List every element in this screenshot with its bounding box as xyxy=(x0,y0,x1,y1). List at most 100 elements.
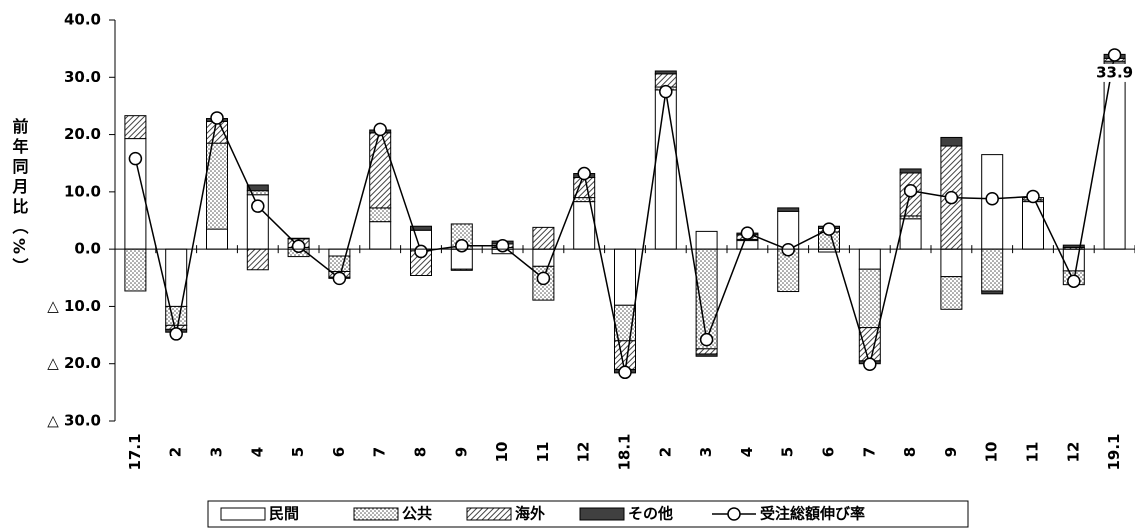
bar-segment xyxy=(654,70,677,75)
x-tick-label: 3 xyxy=(697,447,715,457)
x-tick-label: 12 xyxy=(1064,442,1082,463)
legend-swatch xyxy=(220,507,266,521)
line-point xyxy=(699,332,714,347)
bar-segment xyxy=(410,225,432,231)
bar-segment xyxy=(695,230,718,250)
line-point xyxy=(618,365,632,380)
line-point xyxy=(822,222,836,236)
bar-segment xyxy=(981,290,1004,295)
x-tick-label: 4 xyxy=(248,447,266,457)
y-tick-label: △ 20.0 xyxy=(47,354,101,372)
legend-label: 海外 xyxy=(515,505,545,523)
bar-segment xyxy=(777,207,800,212)
legend-label: 民間 xyxy=(269,505,299,523)
legend-marker xyxy=(727,507,741,521)
line-point xyxy=(536,271,551,286)
bar-segment xyxy=(573,197,596,203)
x-tick-label: 10 xyxy=(983,442,1001,463)
x-tick-label: 5 xyxy=(779,447,797,457)
line-point xyxy=(373,122,387,137)
bar-segment xyxy=(899,168,922,174)
x-tick-label: 7 xyxy=(860,447,878,457)
line-point xyxy=(659,84,673,99)
x-tick-label: 6 xyxy=(820,447,838,457)
bar-segment xyxy=(287,237,310,240)
legend-label: その他 xyxy=(628,505,673,523)
line-point xyxy=(1067,274,1081,288)
bar-segment xyxy=(124,248,147,292)
x-tick-label: 11 xyxy=(1024,442,1042,463)
line-point xyxy=(903,183,918,198)
x-tick-label: 18.1 xyxy=(616,433,634,470)
line-point xyxy=(577,166,591,181)
bar-segment xyxy=(573,177,596,199)
y-tick-label: △ 10.0 xyxy=(47,297,101,315)
legend-label: 公共 xyxy=(402,505,432,523)
bar-segment xyxy=(532,226,555,250)
line-point xyxy=(169,327,183,341)
bar-segment xyxy=(450,268,473,271)
bar-segment xyxy=(695,353,718,357)
line-point xyxy=(781,242,795,257)
bar-segment xyxy=(940,136,963,147)
y-tick-label: 20.0 xyxy=(64,125,101,143)
bar-segment xyxy=(858,248,881,270)
y-tick-label: 0.0 xyxy=(74,240,101,258)
bar-segment xyxy=(206,228,228,250)
bar-segment xyxy=(736,240,759,250)
legend-swatch xyxy=(466,507,512,521)
x-tick-label: 2 xyxy=(167,447,185,457)
line-point xyxy=(1026,189,1040,204)
x-tick-label: 12 xyxy=(575,442,593,463)
x-tick-label: 7 xyxy=(371,447,389,457)
bar-segment xyxy=(695,348,718,355)
line-point xyxy=(740,226,755,240)
line-point xyxy=(455,238,469,253)
y-tick-label: 30.0 xyxy=(64,68,101,86)
bar-segment xyxy=(1022,201,1044,250)
bar-segment xyxy=(940,276,963,310)
bar-segment xyxy=(1062,244,1085,248)
bar-segment xyxy=(165,305,188,326)
bar-segment xyxy=(246,248,269,271)
x-tick-label: 4 xyxy=(738,447,756,457)
line-point xyxy=(1107,48,1122,62)
legend-swatch xyxy=(353,507,399,521)
bar-segment xyxy=(1103,62,1126,250)
data-label-bg xyxy=(1093,63,1134,82)
bar-segment xyxy=(981,248,1004,292)
bar-segment xyxy=(369,207,392,223)
line-point xyxy=(251,199,265,213)
bar-segment xyxy=(940,248,963,278)
line-point xyxy=(944,190,959,205)
x-tick-label: 8 xyxy=(412,447,430,457)
bar-segment xyxy=(614,248,636,306)
y-axis-title: 前年同月比（%） xyxy=(10,117,30,278)
bar-segment xyxy=(328,255,351,272)
data-label: 33.9 xyxy=(1096,63,1133,81)
x-tick-label: 17.1 xyxy=(126,433,144,470)
x-tick-label: 9 xyxy=(942,447,960,457)
x-tick-label: 11 xyxy=(534,442,552,463)
y-tick-label: △ 30.0 xyxy=(47,412,101,430)
line-point xyxy=(291,239,306,254)
line-point xyxy=(863,357,877,372)
y-tick-label: 10.0 xyxy=(64,182,101,200)
x-tick-label: 8 xyxy=(901,447,919,457)
x-tick-label: 19.1 xyxy=(1105,433,1123,470)
line-point xyxy=(985,191,999,206)
line-point xyxy=(332,271,347,286)
x-tick-label: 10 xyxy=(493,442,511,463)
x-tick-label: 9 xyxy=(452,447,470,457)
legend-swatch xyxy=(579,507,625,521)
bar-segment xyxy=(614,340,636,370)
legend-label: 受注総額伸び率 xyxy=(760,505,865,523)
bar-segment xyxy=(654,89,677,250)
bar-segment xyxy=(369,221,392,250)
x-tick-label: 2 xyxy=(656,447,674,457)
bar-segment xyxy=(858,268,881,329)
bar-segment xyxy=(369,132,392,209)
x-tick-label: 3 xyxy=(208,447,226,457)
x-tick-label: 5 xyxy=(289,447,307,457)
